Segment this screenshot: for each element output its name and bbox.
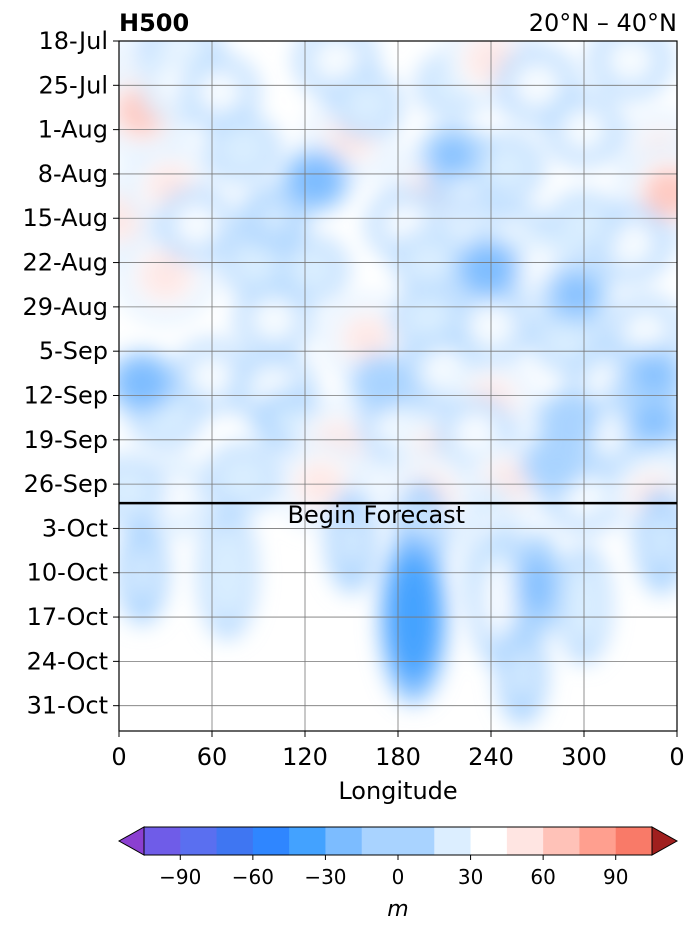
anomaly-blob-66-2 bbox=[636, 404, 672, 438]
colorbar-label: m bbox=[387, 897, 408, 922]
y-tick-label-2: 1-Aug bbox=[38, 116, 108, 144]
colorbar-segment-9 bbox=[506, 827, 544, 855]
anomaly-blob-35-2 bbox=[253, 300, 295, 339]
title-left: H500 bbox=[119, 9, 189, 37]
colorbar-extend-high bbox=[651, 826, 679, 856]
x-tick-label-6: 0 bbox=[669, 743, 684, 771]
y-tick-label-15: 31-Oct bbox=[27, 692, 108, 720]
title-right: 20°N – 40°N bbox=[529, 9, 677, 37]
anomaly-blob-9-2 bbox=[176, 205, 217, 244]
y-tick-label-4: 15-Aug bbox=[22, 204, 108, 232]
anomaly-blob-62-2 bbox=[297, 162, 335, 198]
colorbar-segment-3 bbox=[252, 827, 290, 855]
x-axis-label: Longitude bbox=[338, 777, 457, 805]
colorbar-tick-label-2: −30 bbox=[304, 865, 346, 889]
anomaly-blob-12-2 bbox=[314, 41, 358, 81]
colorbar-segment-0 bbox=[144, 827, 181, 855]
colorbar-segment-11 bbox=[579, 827, 617, 855]
y-tick-label-5: 22-Aug bbox=[22, 249, 108, 277]
colorbar: −90 −60 −30 0 30 60 90 bbox=[117, 826, 679, 889]
anomaly-blob-37-2 bbox=[409, 301, 449, 338]
anomaly-blob-50-2 bbox=[455, 414, 496, 453]
anomaly-blob-81-2 bbox=[508, 647, 536, 701]
anomaly-blob-15-2 bbox=[348, 87, 386, 122]
colorbar-tick-label-0: −90 bbox=[159, 865, 201, 889]
y-axis: 18-Jul 25-Jul 1-Aug 8-Aug 15-Aug 22-Aug 29-Aug… bbox=[22, 27, 119, 720]
colorbar-segment-12 bbox=[615, 827, 653, 855]
y-tick-label-1: 25-Jul bbox=[39, 71, 109, 99]
x-tick-label-0: 0 bbox=[111, 743, 126, 771]
anomaly-blob-60-2 bbox=[119, 472, 146, 509]
begin-forecast-label: Begin Forecast bbox=[288, 501, 466, 529]
anomaly-blob-27-2 bbox=[487, 149, 526, 186]
anomaly-blob-61-2 bbox=[123, 365, 161, 401]
y-tick-label-13: 17-Oct bbox=[27, 603, 108, 631]
colorbar-extend-low bbox=[117, 826, 145, 856]
plot-area bbox=[119, 41, 677, 731]
x-tick-label-3: 180 bbox=[375, 743, 421, 771]
colorbar-segment-8 bbox=[470, 827, 508, 855]
y-tick-label-10: 26-Sep bbox=[24, 470, 108, 498]
x-tick-label-5: 300 bbox=[561, 743, 607, 771]
anomaly-blob-67-2 bbox=[435, 139, 470, 171]
anomaly-blob-34-2 bbox=[625, 312, 667, 352]
anomaly-blob-33-2 bbox=[549, 320, 588, 357]
colorbar-segment-5 bbox=[325, 827, 363, 855]
y-tick-label-11: 3-Oct bbox=[42, 514, 108, 542]
x-tick-label-4: 240 bbox=[468, 743, 514, 771]
anomaly-blob-63-2 bbox=[469, 251, 507, 287]
anomaly-blob-69-2 bbox=[551, 405, 586, 437]
anomaly-blob-78-2 bbox=[648, 513, 675, 570]
colorbar-tick-label-5: 60 bbox=[530, 865, 555, 889]
x-tick-label-1: 60 bbox=[197, 743, 228, 771]
colorbar-segment-1 bbox=[180, 827, 218, 855]
colorbar-segment-7 bbox=[434, 827, 472, 855]
x-tick-label-2: 120 bbox=[282, 743, 328, 771]
anomaly-blob-68-2 bbox=[365, 367, 400, 399]
anomaly-blob-74-2 bbox=[338, 513, 365, 569]
colorbar-segment-4 bbox=[289, 827, 326, 855]
y-tick-label-8: 12-Sep bbox=[24, 381, 108, 409]
y-tick-label-3: 8-Aug bbox=[38, 160, 108, 188]
colorbar-segment-2 bbox=[216, 827, 254, 855]
colorbar-tick-label-3: 0 bbox=[392, 865, 405, 889]
x-axis: 0 60 120 180 240 300 0 bbox=[111, 731, 685, 771]
anomaly-blob-22-2 bbox=[609, 41, 652, 81]
y-tick-label-7: 5-Sep bbox=[39, 337, 108, 365]
anomaly-blob-80-2 bbox=[524, 557, 551, 614]
colorbar-tick-label-1: −60 bbox=[232, 865, 274, 889]
anomaly-blob-5-2 bbox=[199, 72, 240, 111]
colorbar-segment-10 bbox=[543, 827, 580, 855]
colorbar-segment-6 bbox=[361, 827, 435, 855]
y-tick-label-0: 18-Jul bbox=[39, 27, 109, 55]
anomaly-blob-36-2 bbox=[343, 315, 391, 362]
anomaly-blob-24-2 bbox=[642, 166, 677, 220]
anomaly-blob-38-2 bbox=[294, 251, 332, 287]
y-tick-label-9: 19-Sep bbox=[24, 426, 108, 454]
colorbar-tick-label-4: 30 bbox=[458, 865, 483, 889]
anomaly-blob-70-2 bbox=[536, 449, 570, 481]
anomaly-blob-6-2 bbox=[223, 130, 263, 167]
y-tick-label-12: 10-Oct bbox=[27, 559, 108, 587]
colorbar-tick-label-6: 90 bbox=[603, 865, 628, 889]
y-tick-label-6: 29-Aug bbox=[22, 293, 108, 321]
grid-lines bbox=[119, 41, 677, 731]
anomaly-blob-54-2 bbox=[223, 459, 263, 496]
anomaly-blob-25-2 bbox=[609, 223, 652, 264]
anomaly-blob-65-2 bbox=[635, 359, 672, 394]
anomaly-blob-64-2 bbox=[558, 277, 595, 312]
y-tick-label-14: 24-Oct bbox=[27, 647, 108, 675]
